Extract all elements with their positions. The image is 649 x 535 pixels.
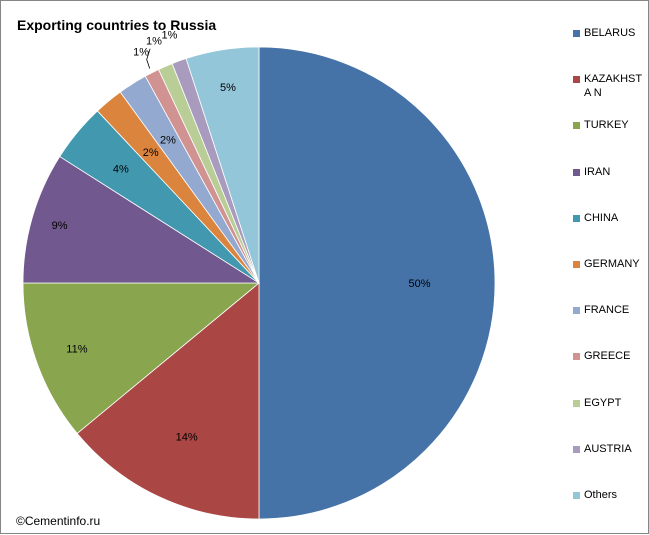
data-label-egypt: 1%: [146, 35, 162, 47]
legend-swatch: [573, 214, 580, 222]
pie-slice-turkey: [22, 282, 261, 434]
leader-line-greece: [146, 48, 151, 69]
pie-slice-belarus: [258, 46, 496, 520]
legend-label: GERMANY: [584, 258, 640, 270]
pie-slice-kazakhstan: [76, 282, 260, 520]
legend-label: GREECE: [584, 350, 631, 363]
legend-swatch: [573, 261, 580, 268]
data-label-iran: 9%: [52, 220, 68, 232]
legend-swatch: [573, 30, 580, 37]
legend-label: BELARUS: [584, 27, 636, 39]
legend-swatch: [573, 76, 580, 84]
data-label-belarus: 50%: [408, 278, 430, 290]
data-label-china: 4%: [113, 164, 129, 176]
pie-slice-iran: [22, 155, 261, 284]
chart-legend: BELARUS KAZAKHSTA N TURKEY IRAN CHINA GERMANY…: [573, 21, 643, 511]
data-label-austria: 1%: [162, 29, 178, 41]
legend-swatch: [573, 399, 580, 407]
legend-swatch: [573, 445, 580, 453]
legend-swatch: [573, 122, 580, 130]
data-label-germany: 2%: [143, 147, 159, 159]
legend-label: AUSTRIA: [584, 442, 632, 455]
data-label-kazakhstan: 14%: [176, 432, 198, 444]
data-label-others: 5%: [220, 82, 236, 94]
legend-swatch: [573, 353, 580, 361]
data-label-greece: 1%: [133, 47, 149, 59]
pie-slice-others: [185, 46, 260, 284]
legend-swatch: [573, 168, 580, 176]
data-label-france: 2%: [160, 135, 176, 147]
copyright-footer: ©Cementinfo.ru: [16, 514, 101, 528]
legend-label: Others: [584, 489, 618, 501]
legend-label: TURKEY: [584, 119, 629, 132]
data-label-turkey: 11%: [66, 344, 87, 356]
legend-label: EGYPT: [584, 396, 622, 409]
legend-swatch: [573, 492, 580, 499]
legend-label: IRAN: [584, 165, 611, 178]
legend-label: FRANCE: [584, 304, 630, 317]
chart-title: Exporting countries to Russia: [17, 17, 217, 33]
legend-swatch: [573, 307, 580, 315]
legend-label: KAZAKHSTA N: [584, 73, 643, 100]
legend-label: CHINA: [584, 211, 619, 224]
pie-chart: 50%14%11%9%4%2%2%1%1%1%5%: [22, 29, 496, 520]
